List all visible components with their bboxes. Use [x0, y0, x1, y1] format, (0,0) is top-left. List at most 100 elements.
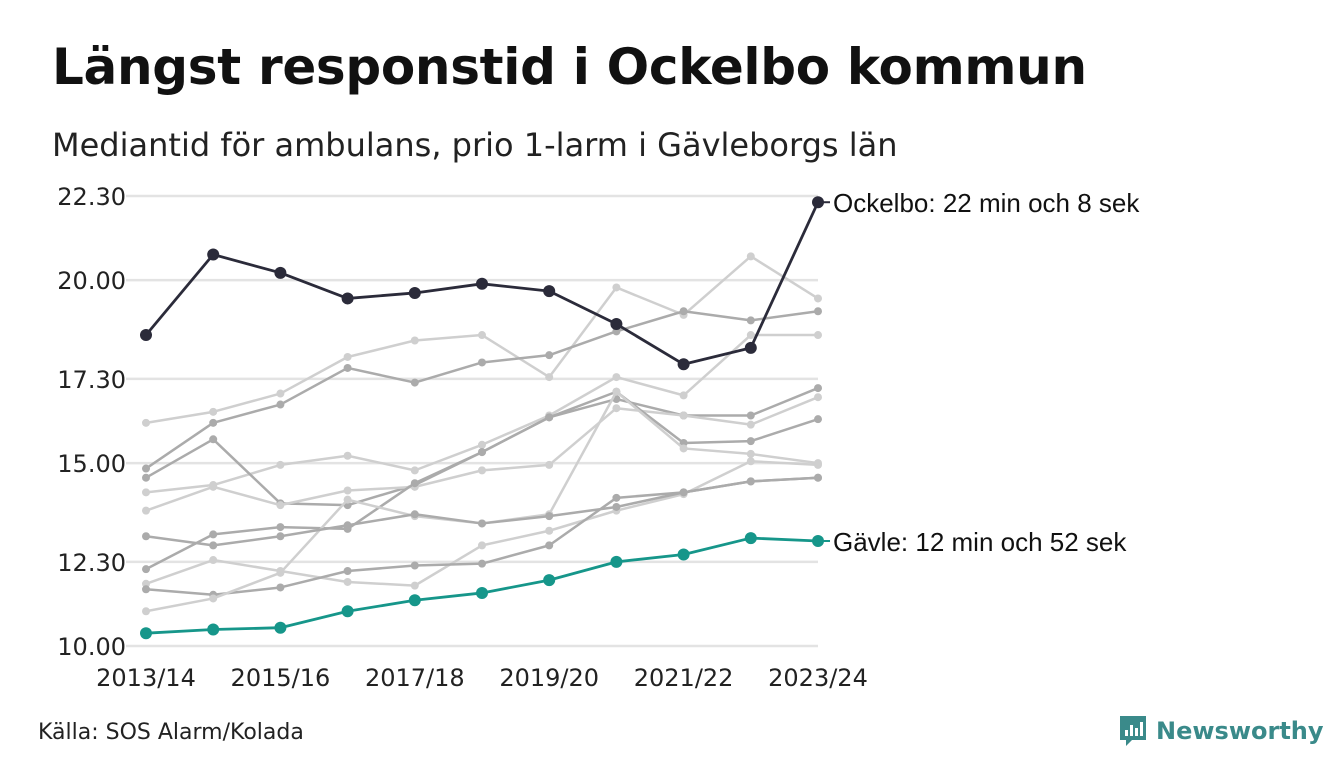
y-tick-label: 20.00 [57, 267, 126, 295]
background-series-point [209, 435, 218, 444]
background-series-point [814, 294, 822, 303]
background-series-point [612, 404, 621, 413]
background-series-point [746, 316, 755, 325]
chart-subtitle: Mediantid för ambulans, prio 1-larm i Gä… [52, 126, 898, 164]
background-series-point [142, 579, 150, 588]
series-ockelbo-point [408, 286, 421, 299]
background-series-point [679, 438, 688, 447]
background-series-line [145, 390, 819, 613]
background-series [142, 252, 822, 616]
background-series-point [276, 501, 285, 510]
background-series-point [410, 510, 419, 519]
background-series-point [545, 526, 554, 535]
background-series-point [142, 565, 150, 574]
background-series-point [410, 581, 419, 590]
series-g-vle-point [341, 605, 354, 618]
background-series-point [545, 541, 554, 550]
y-tick-label: 22.30 [57, 183, 126, 211]
background-series-point [814, 473, 822, 482]
background-series-point [814, 393, 822, 402]
background-series-point [746, 477, 755, 486]
series-g-vle-point [677, 548, 690, 561]
background-series-point [209, 530, 218, 539]
background-series-point [612, 502, 621, 511]
x-tick-label: 2023/24 [768, 664, 868, 692]
background-series-point [746, 449, 755, 458]
background-series-point [343, 577, 352, 586]
y-axis-tick-labels: 10.00 12.30 15.00 17.30 20.00 22.30 [57, 183, 126, 661]
background-series-point [679, 307, 688, 316]
background-series-point [209, 541, 218, 550]
brand-name: Newsworthy [1156, 717, 1324, 745]
background-series-point [209, 482, 218, 491]
background-series-point [410, 479, 419, 488]
x-axis-tick-labels: 2013/14 2015/16 2017/18 2019/20 2021/22 2023/… [96, 664, 868, 692]
background-series-point [746, 420, 755, 429]
background-series-point [276, 400, 285, 409]
background-series-point [142, 488, 150, 497]
background-series-point [612, 283, 621, 292]
series-ockelbo-point [476, 277, 488, 290]
background-series-point [343, 451, 352, 460]
background-series-point [343, 352, 352, 361]
x-tick-label: 2021/22 [634, 664, 734, 692]
background-series-line [145, 476, 819, 547]
background-series-point [746, 437, 755, 446]
background-series-point [209, 407, 218, 416]
background-series-point [142, 418, 150, 427]
background-series-point [478, 358, 486, 367]
background-series-point [410, 378, 419, 387]
background-series-point [410, 466, 419, 475]
background-series-point [276, 583, 285, 592]
background-series-point [343, 486, 352, 495]
background-series-point [142, 607, 150, 616]
background-series-point [142, 506, 150, 515]
background-series-point [142, 532, 150, 541]
background-series-point [410, 336, 419, 345]
newsworthy-logo-icon [1120, 716, 1146, 746]
background-series-point [814, 307, 822, 316]
background-series-point [276, 532, 285, 541]
background-series-point [478, 466, 486, 475]
series-ockelbo-point [543, 285, 556, 298]
background-series-point [142, 464, 150, 473]
background-series-point [679, 488, 688, 497]
background-series-point [612, 373, 621, 382]
background-series-point [343, 567, 352, 575]
series-g-vle-point [543, 574, 556, 587]
background-series-point [478, 440, 486, 449]
highlighted-series: Ockelbo: 22 min och 8 sek Gävle: 12 min o… [140, 188, 1140, 640]
series-g-vle-point [744, 532, 757, 545]
background-series-point [343, 363, 352, 372]
background-series-point [679, 444, 688, 453]
grid-lines [126, 194, 818, 648]
background-series-point [209, 594, 218, 603]
background-series-point [276, 523, 285, 532]
background-series-point [545, 460, 554, 469]
background-series-point [478, 541, 486, 550]
series-ockelbo-point [610, 318, 623, 331]
background-series-point [410, 561, 419, 570]
background-series-point [814, 459, 822, 468]
source-note: Källa: SOS Alarm/Kolada [38, 720, 304, 745]
x-tick-label: 2015/16 [231, 664, 331, 692]
background-series-point [746, 411, 755, 420]
brand-logo[interactable]: Newsworthy [1118, 714, 1324, 748]
background-series-point [209, 556, 218, 565]
series-g-vle-point [408, 594, 421, 607]
background-series-point [545, 413, 554, 422]
series-ockelbo-point [274, 266, 287, 279]
background-series-point [545, 373, 554, 382]
background-series-point [478, 331, 486, 340]
series-label-ockelbo: Ockelbo: 22 min och 8 sek [833, 188, 1140, 218]
y-tick-label: 17.30 [57, 366, 126, 394]
background-series-point [746, 457, 755, 466]
background-series-point [478, 519, 486, 528]
background-series-point [276, 460, 285, 469]
chart-title: Längst responstid i Ockelbo kommun [52, 38, 1087, 96]
background-series-point [612, 387, 621, 396]
background-series-point [343, 521, 352, 530]
background-series-point [276, 389, 285, 398]
background-series-point [814, 331, 822, 340]
background-series-point [209, 418, 218, 427]
